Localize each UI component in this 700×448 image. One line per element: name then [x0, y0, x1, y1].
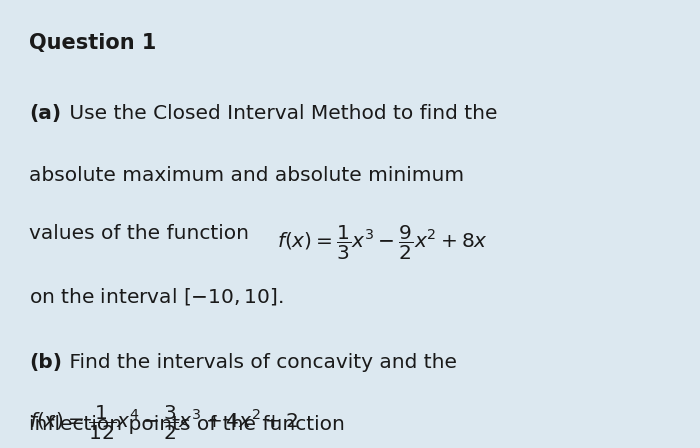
- Text: (a): (a): [29, 104, 62, 123]
- Text: on the interval $[-10,10]$.: on the interval $[-10,10]$.: [29, 286, 284, 307]
- Text: $f(x)=\dfrac{1}{3}x^3-\dfrac{9}{2}x^2+8x$: $f(x)=\dfrac{1}{3}x^3-\dfrac{9}{2}x^2+8x…: [276, 224, 488, 262]
- Text: (b): (b): [29, 353, 62, 372]
- Text: $f(x)=\dfrac{1}{12}x^4-\dfrac{3}{2}x^3+4x^2+2$: $f(x)=\dfrac{1}{12}x^4-\dfrac{3}{2}x^3+4…: [29, 404, 299, 442]
- Text: Find the intervals of concavity and the: Find the intervals of concavity and the: [63, 353, 456, 372]
- Text: inflection points of the function: inflection points of the function: [29, 415, 345, 435]
- Text: Question 1: Question 1: [29, 33, 157, 52]
- Text: values of the function: values of the function: [29, 224, 256, 243]
- Text: absolute maximum and absolute minimum: absolute maximum and absolute minimum: [29, 166, 464, 185]
- Text: Use the Closed Interval Method to find the: Use the Closed Interval Method to find t…: [63, 104, 497, 123]
